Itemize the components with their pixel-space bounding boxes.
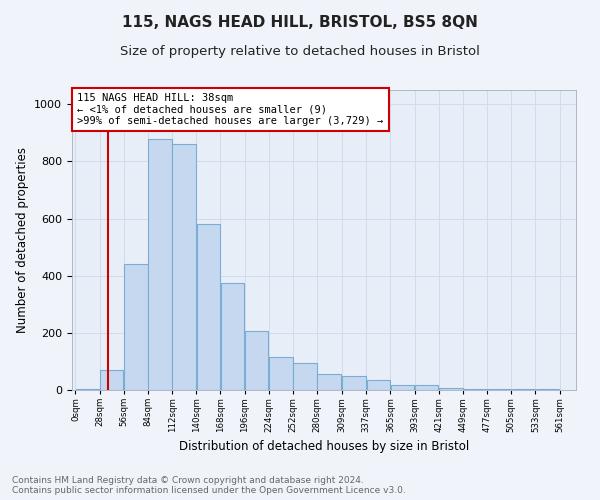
Bar [172, 144, 196, 390]
X-axis label: Distribution of detached houses by size in Bristol: Distribution of detached houses by size … [179, 440, 469, 453]
Bar [415, 385, 439, 390]
Bar [100, 370, 124, 390]
Bar [439, 388, 463, 390]
Bar [269, 357, 293, 390]
Text: 115 NAGS HEAD HILL: 38sqm
← <1% of detached houses are smaller (9)
>99% of semi-: 115 NAGS HEAD HILL: 38sqm ← <1% of detac… [77, 93, 383, 126]
Bar [245, 332, 268, 390]
Bar [367, 380, 390, 390]
Text: 115, NAGS HEAD HILL, BRISTOL, BS5 8QN: 115, NAGS HEAD HILL, BRISTOL, BS5 8QN [122, 15, 478, 30]
Text: Contains HM Land Registry data © Crown copyright and database right 2024.
Contai: Contains HM Land Registry data © Crown c… [12, 476, 406, 495]
Bar [148, 138, 172, 390]
Bar [391, 385, 414, 390]
Bar [487, 389, 511, 390]
Text: Size of property relative to detached houses in Bristol: Size of property relative to detached ho… [120, 45, 480, 58]
Bar [317, 374, 341, 390]
Y-axis label: Number of detached properties: Number of detached properties [16, 147, 29, 333]
Bar [124, 264, 148, 390]
Bar [197, 224, 220, 390]
Bar [343, 376, 366, 390]
Bar [221, 283, 244, 390]
Bar [463, 388, 487, 390]
Bar [293, 363, 317, 390]
Bar [76, 388, 99, 390]
